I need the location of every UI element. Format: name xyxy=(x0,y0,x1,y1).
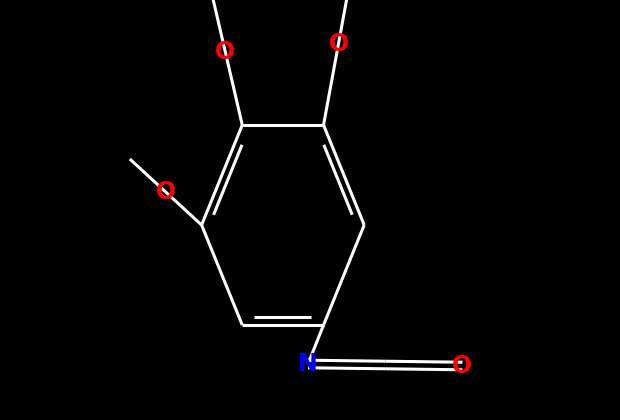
Text: O: O xyxy=(215,40,236,64)
Text: N: N xyxy=(298,352,318,376)
Text: O: O xyxy=(156,180,176,204)
Text: O: O xyxy=(453,354,472,378)
Text: O: O xyxy=(329,32,348,56)
